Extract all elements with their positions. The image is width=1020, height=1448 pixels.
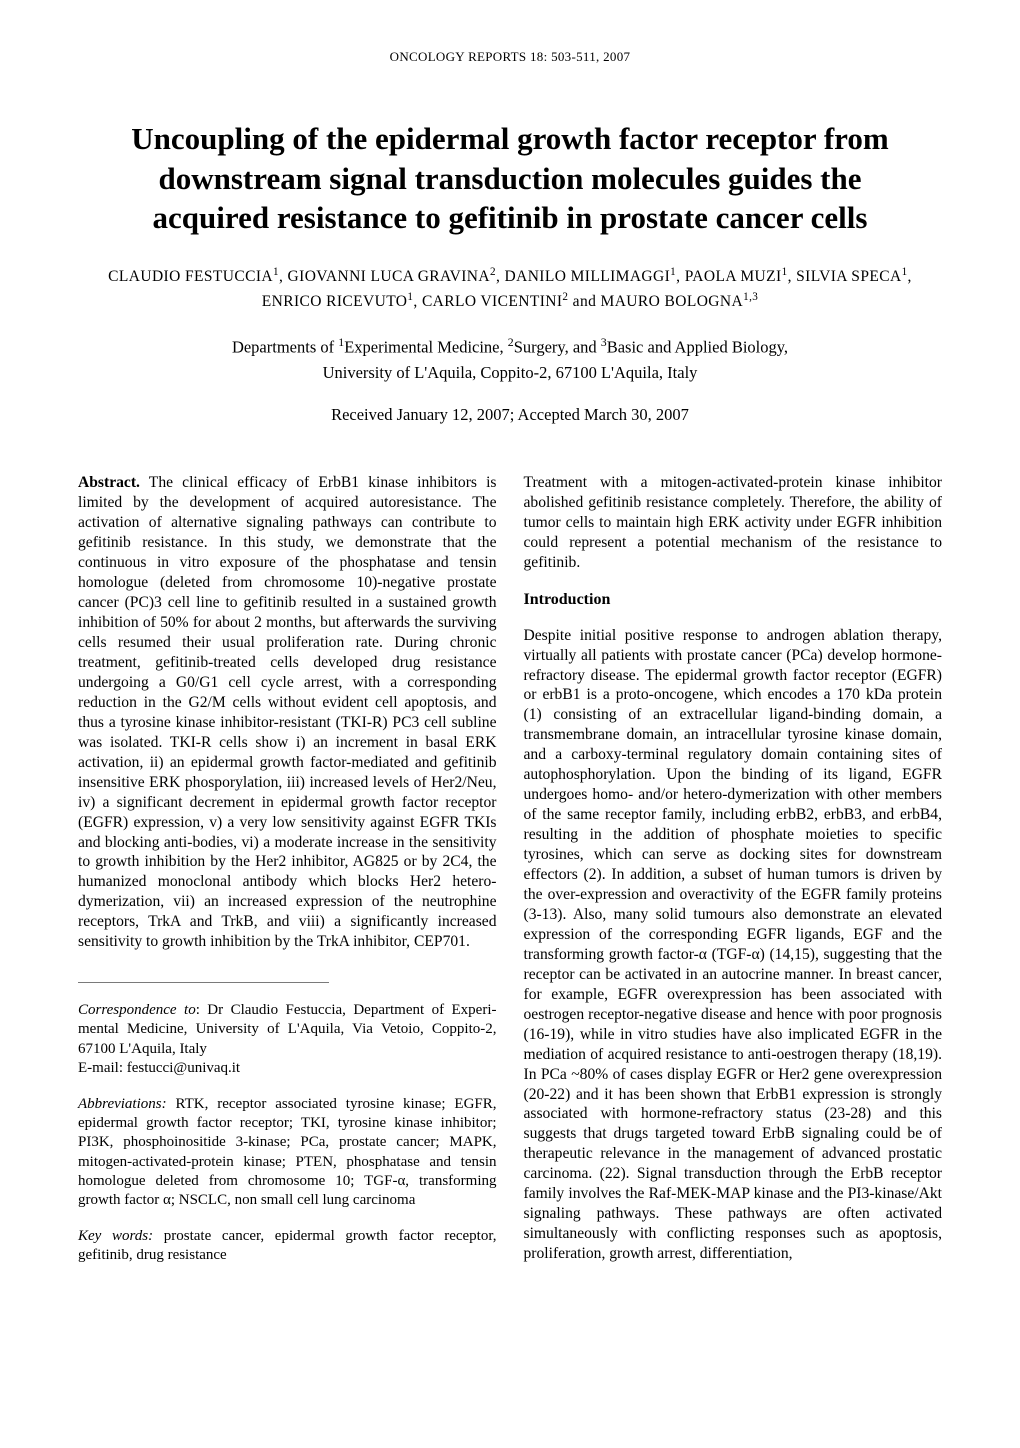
abstract-text: The clinical efficacy of ErbB1 kinase in… (78, 474, 497, 950)
affiliations: Departments of 1Experimental Medicine, 2… (78, 334, 942, 385)
introduction-heading: Introduction (524, 590, 943, 610)
abbreviations-label: Abbreviations: (78, 1096, 167, 1112)
keywords-label: Key words: (78, 1228, 153, 1244)
right-column: Treatment with a mitogen-activated-prote… (524, 473, 943, 1265)
separator-rule (78, 982, 329, 983)
left-column: Abstract. The clinical efficacy of ErbB1… (78, 473, 497, 1265)
abbreviations-text: RTK, receptor associated tyrosine kinase… (78, 1096, 497, 1208)
correspondence-label: Correspondence to (78, 1002, 196, 1018)
correspondence-line: Correspondence to: Dr Claudio Festuccia,… (78, 1001, 497, 1059)
abbreviations-line: Abbreviations: RTK, receptor associated … (78, 1095, 497, 1210)
abstract-label: Abstract. (78, 474, 140, 491)
authors-list: CLAUDIO FESTUCCIA1, GIOVANNI LUCA GRAVIN… (78, 264, 942, 314)
article-title: Uncoupling of the epidermal growth facto… (78, 119, 942, 238)
title-line-3: acquired resistance to gefitinib in pros… (153, 200, 868, 235)
running-header: ONCOLOGY REPORTS 18: 503-511, 2007 (78, 49, 942, 65)
title-line-1: Uncoupling of the epidermal growth facto… (131, 121, 888, 156)
two-column-body: Abstract. The clinical efficacy of ErbB1… (78, 473, 942, 1265)
journal-reference: ONCOLOGY REPORTS 18: 503-511, 2007 (390, 49, 631, 64)
keywords-line: Key words: prostate cancer, epidermal gr… (78, 1227, 497, 1265)
introduction-text: Despite initial positive response to and… (524, 626, 943, 1265)
footer-metadata-block: Correspondence to: Dr Claudio Festuccia,… (78, 1001, 497, 1265)
abstract-continuation: Treatment with a mitogen-activated-prote… (524, 473, 943, 573)
correspondence-email: E-mail: festucci@univaq.it (78, 1059, 497, 1078)
abstract-paragraph: Abstract. The clinical efficacy of ErbB1… (78, 473, 497, 952)
received-accepted-dates: Received January 12, 2007; Accepted Marc… (78, 405, 942, 425)
title-line-2: downstream signal transduction molecules… (159, 161, 862, 196)
